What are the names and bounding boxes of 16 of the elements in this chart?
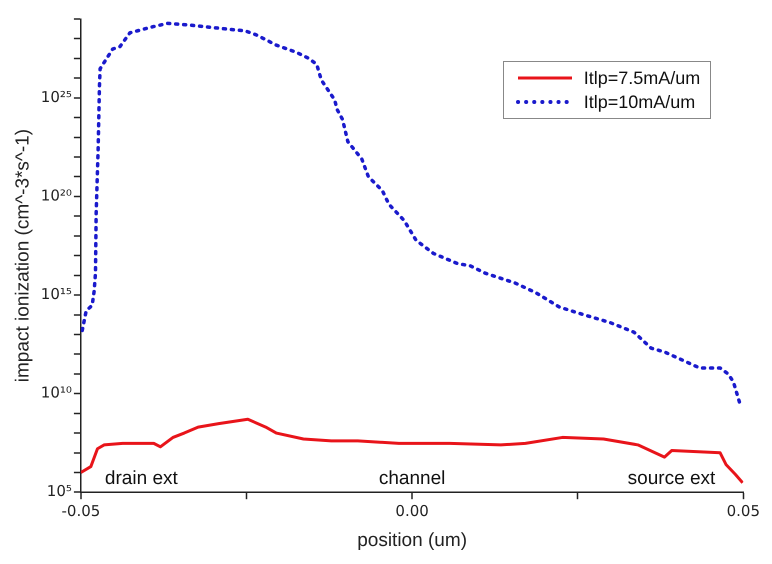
annotation: drain ext [104, 468, 179, 489]
y-tick-label: 10¹⁵ [40, 284, 72, 303]
x-tick-label: 0.05 [726, 502, 760, 520]
y-tick-label: 10²⁰ [40, 186, 72, 204]
x-axis-title: position (um) [357, 530, 468, 551]
y-tick-label: 10⁵ [46, 482, 72, 500]
x-tick-label: -0.05 [62, 502, 100, 520]
y-axis-title: impact ionization (cm^-3*s^-1) [12, 128, 34, 382]
y-tick-label: 10¹⁰ [40, 384, 72, 402]
legend-label: Itlp=10mA/um [584, 92, 696, 112]
x-tick-label: 0.00 [395, 502, 429, 520]
line-series [80, 22, 742, 406]
y-tick-label: 10²⁵ [40, 88, 72, 106]
legend-label: Itlp=7.5mA/um [584, 68, 700, 88]
annotation: channel [378, 468, 446, 489]
annotation: source ext [628, 468, 716, 489]
